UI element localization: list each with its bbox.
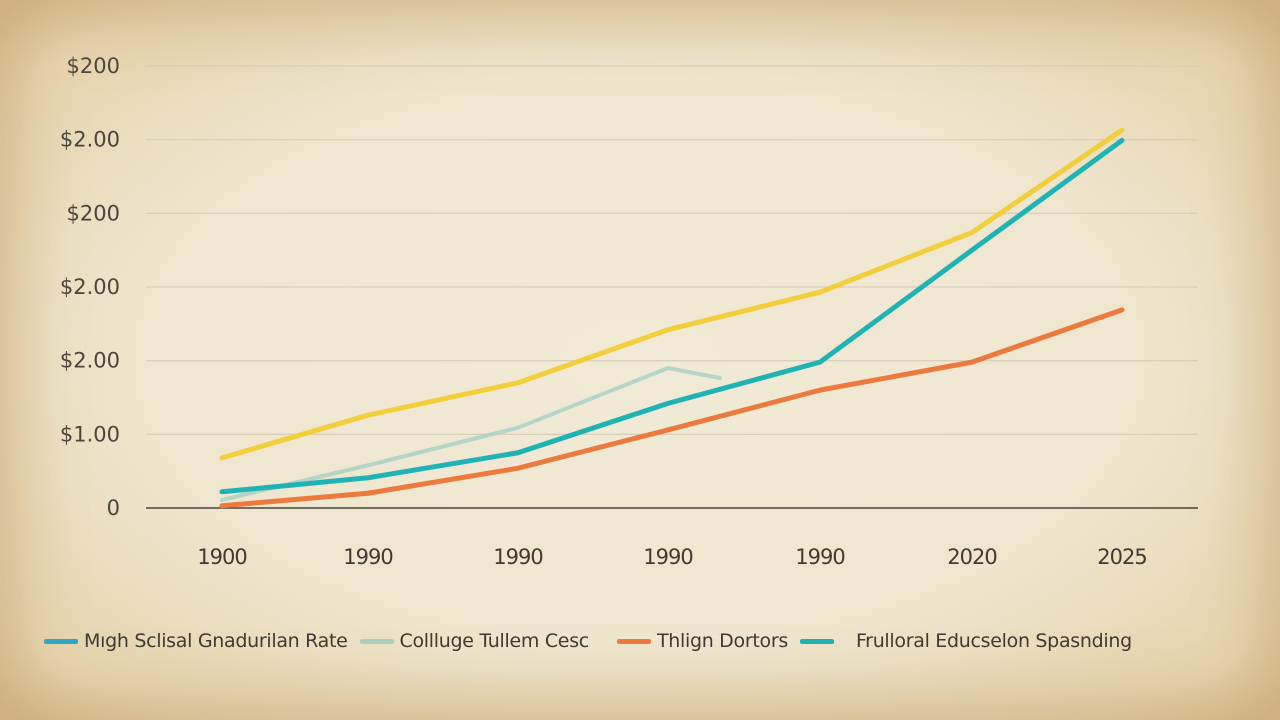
y-tick-label: $200 xyxy=(67,54,120,78)
series-line-college-tuition-cost xyxy=(220,366,722,502)
x-tick-label: 1990 xyxy=(643,545,692,569)
legend-label: Collluge Tullem Cesc xyxy=(399,630,590,652)
x-tick-label: 2020 xyxy=(947,545,996,569)
legend-swatch-icon xyxy=(616,638,651,644)
y-tick-label: $2.00 xyxy=(60,128,120,152)
series-line-tuition-doctors xyxy=(219,307,1125,509)
legend-swatch-icon xyxy=(799,638,834,644)
y-tick-label: $2.00 xyxy=(60,349,120,373)
legend-item-college-tuition-cost[interactable]: Collluge Tullem Cesc xyxy=(359,630,590,652)
y-axis-labels: $200 $2.00 $200 $2.00 $2.00 $1.00 0 xyxy=(60,54,120,520)
legend-item-high-school-graduation-rate[interactable]: Mıgh Sclisal Gnadurilan Rate xyxy=(44,630,348,652)
series-line-yellow xyxy=(219,127,1125,461)
series-lines xyxy=(219,127,1125,509)
x-axis-labels: 1900 1990 1990 1990 1990 2020 2025 xyxy=(197,545,1147,569)
legend-swatch-icon xyxy=(44,638,78,644)
x-tick-label: 1990 xyxy=(343,545,392,569)
x-tick-label: 2025 xyxy=(1097,545,1146,569)
x-tick-label: 1990 xyxy=(795,545,844,569)
y-tick-label: $2.00 xyxy=(60,275,120,299)
x-tick-label: 1900 xyxy=(197,545,246,569)
y-tick-label: $200 xyxy=(67,201,120,225)
legend: Mıgh Sclisal Gnadurilan Rate Collluge Tu… xyxy=(44,630,1144,652)
legend-label: Mıgh Sclisal Gnadurilan Rate xyxy=(84,630,348,652)
legend-item-tuition-doctors[interactable]: Thlign Dortors xyxy=(616,630,788,652)
y-tick-label: $1.00 xyxy=(60,422,120,446)
gridlines xyxy=(146,65,1198,435)
x-tick-label: 1990 xyxy=(493,545,542,569)
y-tick-label: 0 xyxy=(107,496,120,520)
legend-item-federal-education-spending[interactable]: Frulloral Educselon Spasnding xyxy=(799,630,1132,652)
legend-swatch-icon xyxy=(359,638,394,644)
series-line-federal-education-spending xyxy=(219,137,1125,495)
legend-label: Thlign Dortors xyxy=(656,630,788,652)
legend-label: Frulloral Educselon Spasnding xyxy=(855,630,1132,652)
